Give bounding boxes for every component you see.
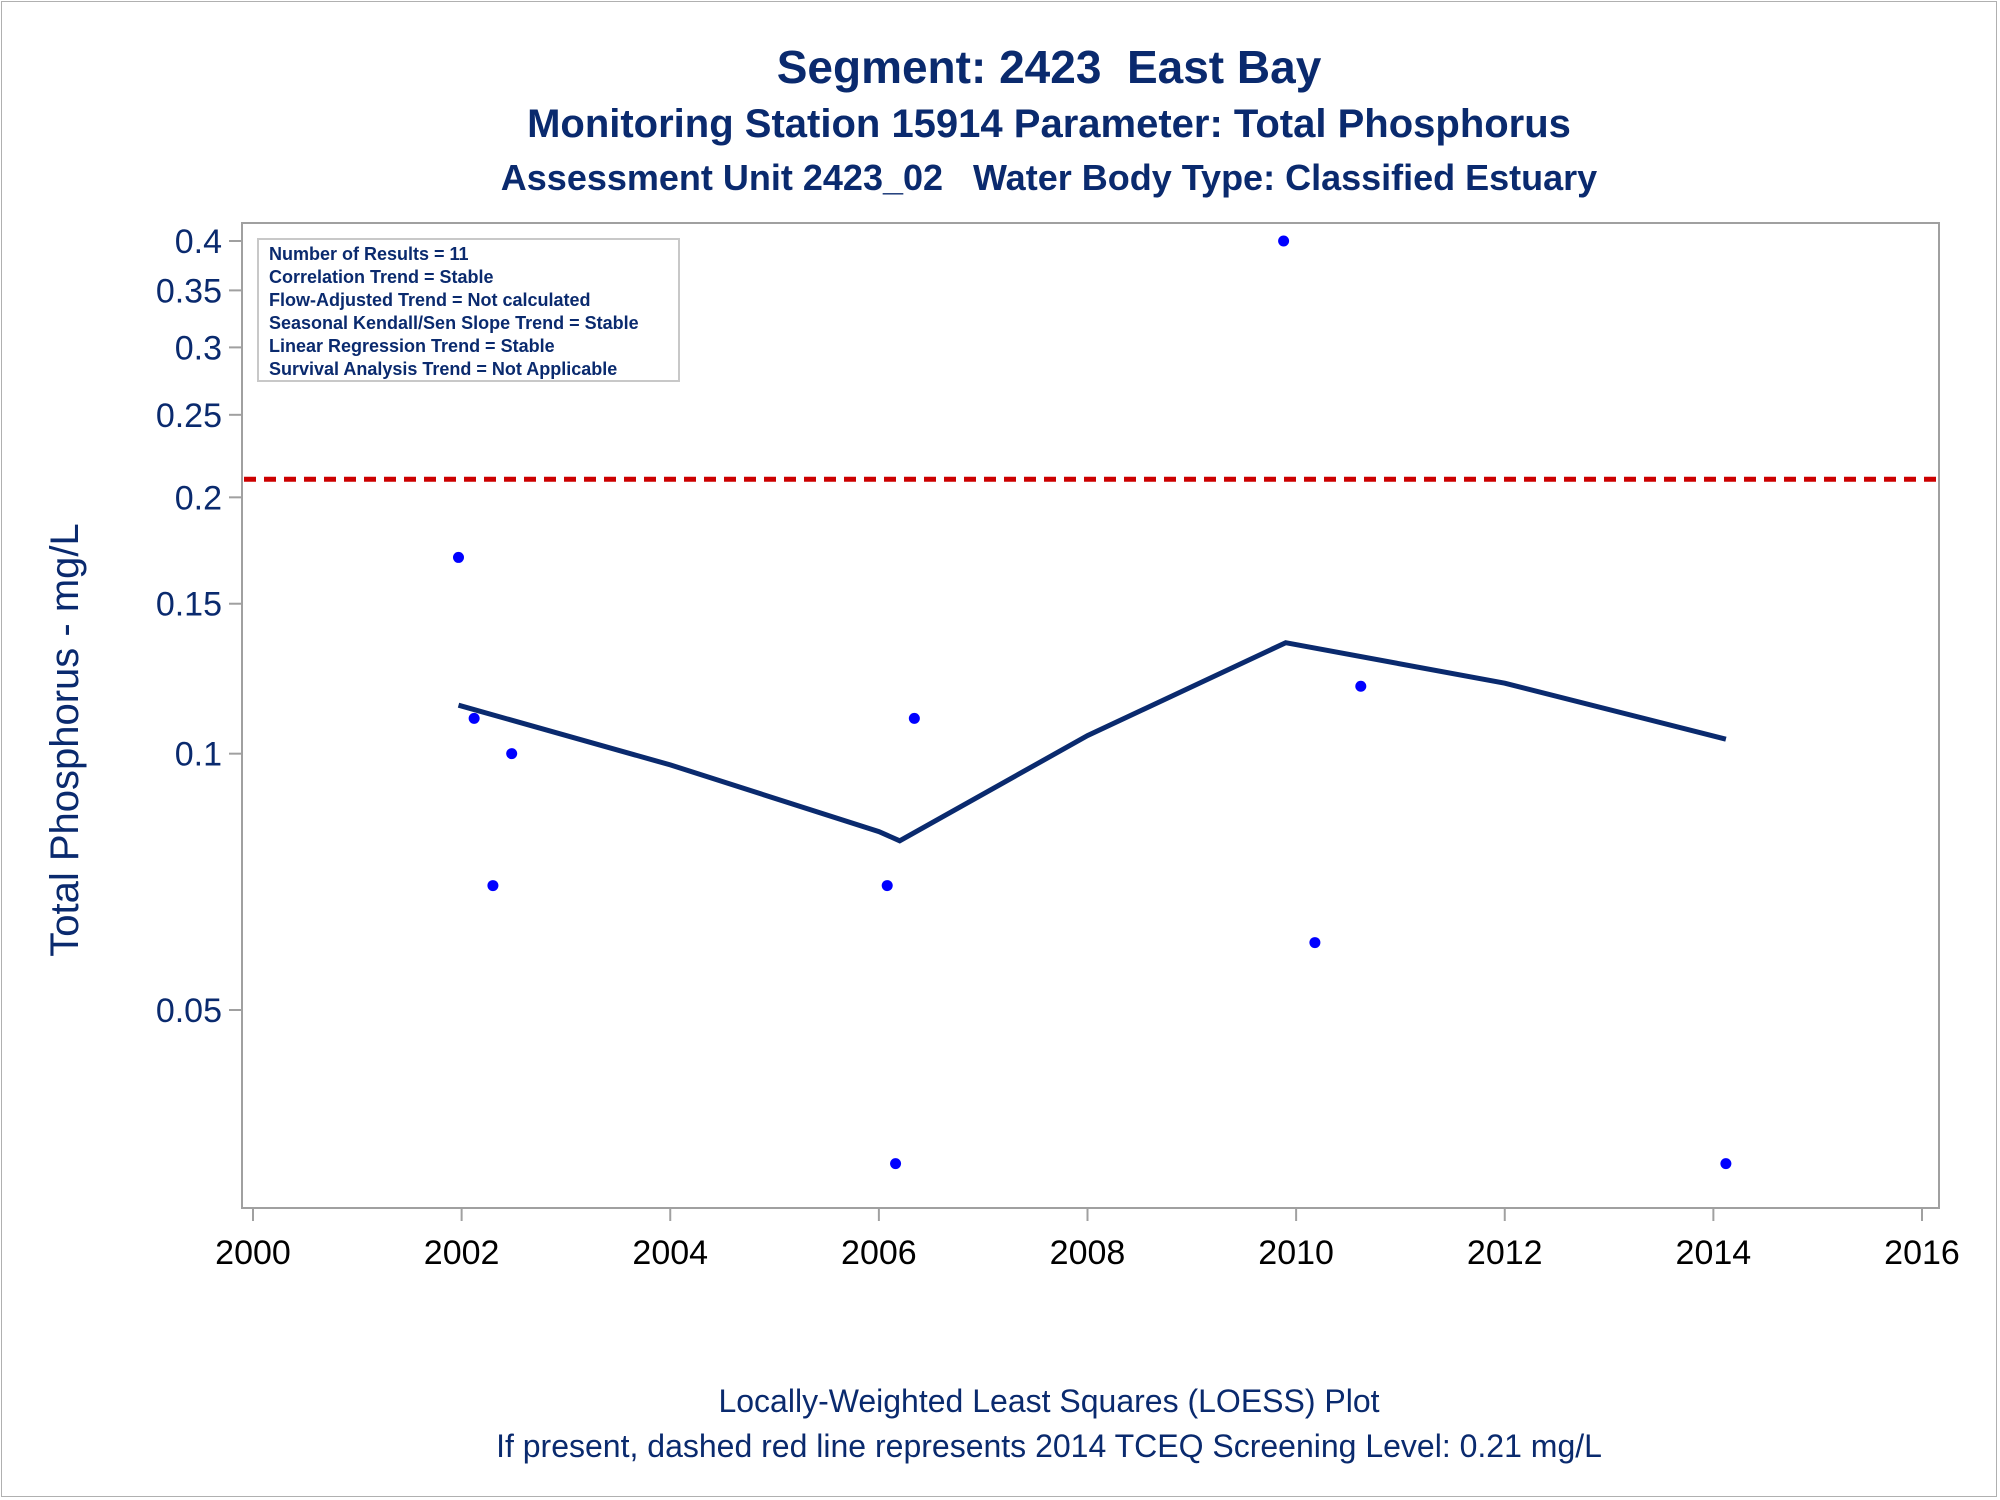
loess-line: [457, 640, 1727, 844]
x-tick-label: 2014: [1676, 1234, 1752, 1272]
data-point: [1720, 1158, 1732, 1170]
stats-line: Linear Regression Trend = Stable: [269, 336, 555, 356]
x-tick-label: 2008: [1050, 1234, 1126, 1272]
stats-line: Correlation Trend = Stable: [269, 267, 494, 287]
stats-line: Number of Results = 11: [269, 244, 469, 264]
stats-line: Survival Analysis Trend = Not Applicable: [269, 359, 617, 379]
data-point: [908, 712, 920, 724]
stats-line: Flow-Adjusted Trend = Not calculated: [269, 290, 591, 310]
stats-line: Seasonal Kendall/Sen Slope Trend = Stabl…: [269, 313, 639, 333]
data-point: [1278, 235, 1290, 247]
x-tick-label: 2016: [1884, 1234, 1960, 1272]
x-tick-label: 2006: [841, 1234, 917, 1272]
y-axis-label: Total Phosphorus - mg/L: [43, 523, 87, 957]
data-point: [881, 880, 893, 892]
data-points: [452, 235, 1732, 1170]
y-axis: 0.4 0.35 0.3 0.25 0.2 0.15 0.1 0.05: [156, 223, 242, 1030]
x-tick-label: 2010: [1258, 1234, 1334, 1272]
chart-subtitle-station: Monitoring Station 15914 Parameter: Tota…: [527, 102, 1571, 146]
y-tick-label: 0.05: [156, 992, 222, 1030]
data-point: [468, 712, 480, 724]
y-tick-label: 0.1: [175, 736, 222, 774]
chart-title: Segment: 2423 East Bay: [776, 41, 1322, 93]
data-point: [1355, 680, 1367, 692]
data-point: [506, 748, 518, 760]
y-tick-label: 0.25: [156, 397, 222, 435]
x-tick-label: 2004: [632, 1234, 708, 1272]
y-tick-label: 0.4: [175, 223, 222, 261]
stats-box: Number of Results = 11 Correlation Trend …: [257, 238, 680, 382]
footnote-loess: Locally-Weighted Least Squares (LOESS) P…: [718, 1383, 1380, 1419]
data-point: [487, 880, 499, 892]
y-tick-label: 0.35: [156, 272, 222, 310]
plot-area: [241, 222, 1940, 1209]
y-tick-label: 0.15: [156, 586, 222, 624]
x-tick-label: 2000: [215, 1234, 291, 1272]
chart-subtitle-assessment: Assessment Unit 2423_02 Water Body Type:…: [500, 157, 1598, 198]
data-point: [452, 551, 464, 563]
x-axis: 2000 2002 2004 2006 2008 2010 2012 2014 2016: [215, 1208, 1960, 1272]
x-tick-label: 2002: [424, 1234, 500, 1272]
y-tick-label: 0.2: [175, 479, 222, 517]
y-tick-label: 0.3: [175, 329, 222, 367]
stats-box-border: [257, 238, 680, 382]
footnote-screening-level: If present, dashed red line represents 2…: [496, 1428, 1602, 1464]
data-point: [890, 1158, 902, 1170]
data-point: [1309, 937, 1321, 949]
x-tick-label: 2012: [1467, 1234, 1543, 1272]
